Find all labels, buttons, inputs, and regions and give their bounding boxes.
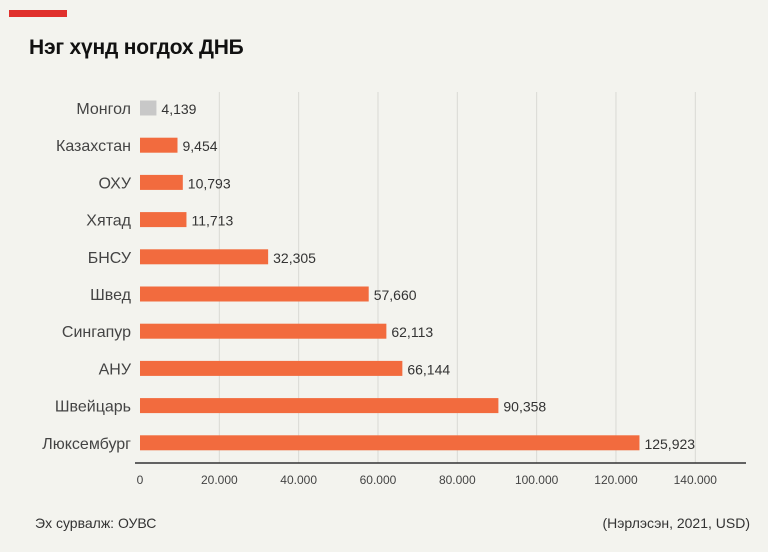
category-label: Люксембург [42, 436, 131, 453]
bar [140, 249, 269, 265]
value-label: 57,660 [374, 287, 417, 303]
accent-bar [9, 10, 67, 17]
value-label: 62,113 [391, 324, 433, 340]
value-label: 125,923 [644, 436, 695, 452]
bar [140, 100, 157, 116]
x-tick-label: 20.000 [201, 473, 238, 487]
category-label: АНУ [99, 361, 132, 378]
value-label: 90,358 [503, 399, 546, 415]
value-label: 66,144 [407, 361, 450, 377]
category-label: БНСУ [88, 250, 132, 267]
bar [140, 398, 499, 414]
bar [140, 323, 387, 339]
chart-title: Нэг хүнд ногдох ДНБ [29, 36, 244, 59]
value-label: 4,139 [161, 101, 196, 117]
category-label: Сингапур [62, 324, 131, 341]
value-label: 11,713 [191, 213, 233, 229]
bar [140, 212, 187, 228]
value-label: 9,454 [182, 138, 217, 154]
unit-note: (Нэрлэсэн, 2021, USD) [602, 515, 751, 531]
source-note: Эх сурвалж: ОУВС [35, 515, 157, 531]
bar [140, 286, 369, 302]
category-label: Швейцарь [55, 399, 131, 416]
x-tick-label: 40.000 [280, 473, 317, 487]
x-tick-label: 60.000 [360, 473, 397, 487]
x-tick-label: 100.000 [515, 473, 559, 487]
x-tick-label: 140.000 [674, 473, 718, 487]
bar [140, 137, 178, 153]
x-tick-label: 0 [137, 473, 144, 487]
category-label: Хятад [86, 213, 131, 230]
category-label: Швед [90, 287, 132, 304]
value-label: 32,305 [273, 250, 316, 266]
bar [140, 435, 640, 451]
category-label: ОХУ [98, 175, 131, 192]
x-tick-label: 80.000 [439, 473, 476, 487]
x-tick-label: 120.000 [594, 473, 638, 487]
category-label: Монгол [76, 101, 131, 118]
bar [140, 360, 403, 376]
category-label: Казахстан [56, 138, 131, 155]
bar [140, 174, 183, 190]
value-label: 10,793 [188, 175, 231, 191]
